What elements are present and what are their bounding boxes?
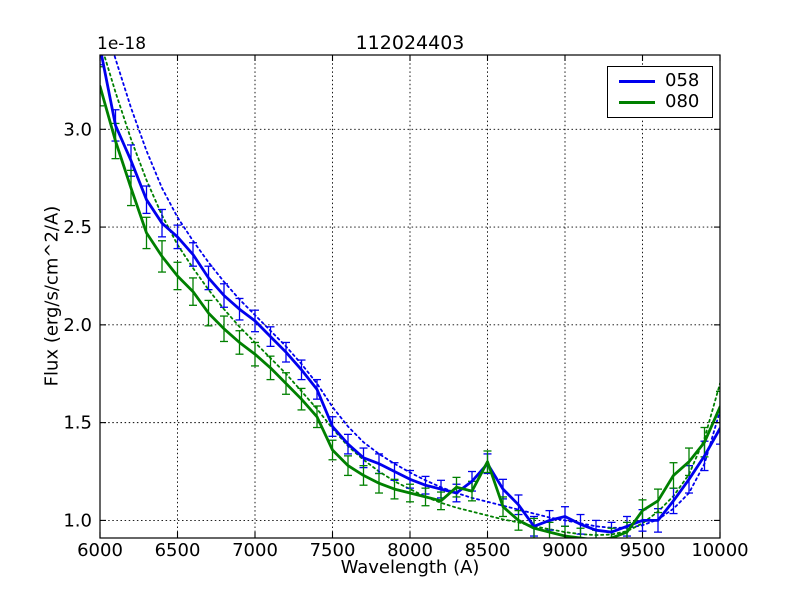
svg-text:1.5: 1.5 [63, 413, 92, 434]
x-tick-labels: 6000 6500 7000 7500 8000 8500 9000 9500 10000 [77, 540, 749, 561]
svg-text:8000: 8000 [387, 540, 433, 561]
y-axis-offset-label: 1e-18 [97, 34, 147, 54]
svg-text:6500: 6500 [155, 540, 201, 561]
svg-text:2.0: 2.0 [63, 315, 92, 336]
svg-text:3.0: 3.0 [63, 119, 92, 140]
axis-ticks [99, 55, 721, 538]
series-080-line [100, 84, 720, 538]
legend-line-sample-080 [619, 100, 655, 104]
svg-text:10000: 10000 [691, 540, 748, 561]
svg-text:9500: 9500 [620, 540, 666, 561]
series-058-line [100, 55, 720, 534]
legend-entry-080: 080 [619, 91, 706, 112]
legend-entry-058: 058 [619, 70, 706, 91]
legend-label-058: 058 [665, 70, 700, 91]
x-axis-label: Wavelength (A) [340, 557, 480, 578]
y-axis-label: Flux (erg/s/cm^2/A) [41, 205, 63, 387]
legend: 058 080 [607, 66, 713, 118]
plot-title: 112024403 [355, 32, 465, 54]
svg-text:8500: 8500 [465, 540, 511, 561]
svg-text:7000: 7000 [232, 540, 278, 561]
y-tick-labels: 1.0 1.5 2.0 2.5 3.0 [63, 119, 92, 531]
svg-text:7500: 7500 [310, 540, 356, 561]
svg-text:2.5: 2.5 [63, 217, 92, 238]
series-080-smooth-fit-dotted [103, 55, 720, 537]
legend-label-080: 080 [665, 91, 700, 112]
svg-text:1.0: 1.0 [63, 510, 92, 531]
legend-line-sample-058 [619, 79, 655, 83]
svg-text:9000: 9000 [542, 540, 588, 561]
svg-text:6000: 6000 [77, 540, 123, 561]
